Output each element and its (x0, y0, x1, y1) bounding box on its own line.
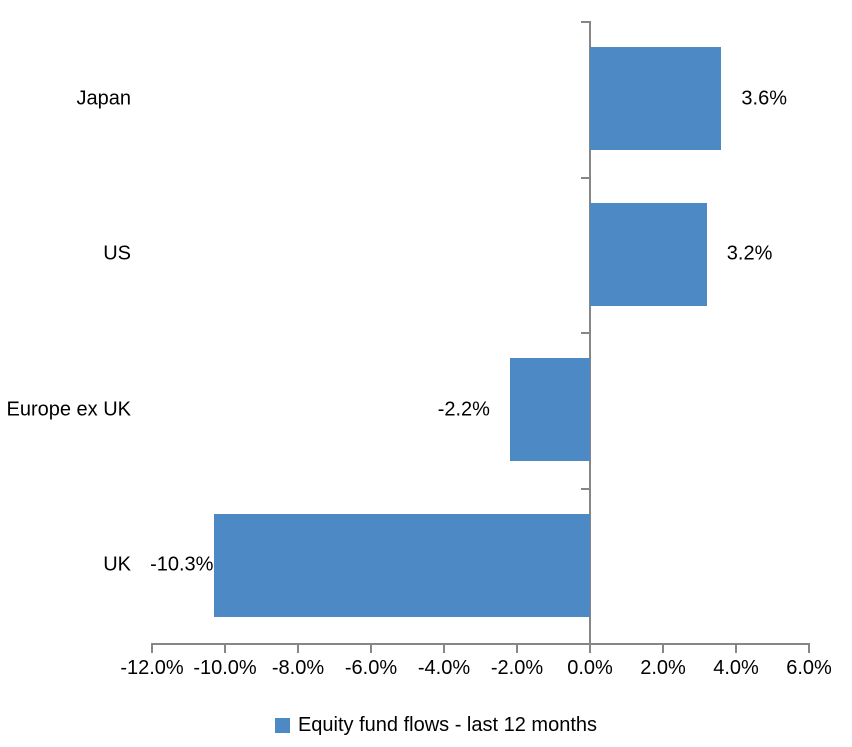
category-label-us: US (103, 242, 131, 265)
category-label-europe-ex-uk: Europe ex UK (6, 398, 131, 421)
category-axis: Japan US Europe ex UK UK (0, 21, 131, 643)
plot-area: 3.6% 3.2% -2.2% -10.3% (150, 21, 810, 653)
data-label-us: 3.2% (726, 242, 773, 265)
x-tick-label: 6.0% (786, 657, 832, 679)
x-axis-tick (735, 643, 737, 653)
legend-label: Equity fund flows - last 12 months (297, 714, 598, 736)
x-axis-tick (662, 643, 664, 653)
x-tick-label: 4.0% (713, 657, 759, 679)
x-tick-label: 0.0% (567, 657, 613, 679)
category-axis-tick (581, 332, 589, 334)
x-tick-label: -6.0% (344, 657, 398, 679)
x-axis-tick (297, 643, 299, 653)
bar-uk (214, 514, 590, 617)
x-axis-tick (443, 643, 445, 653)
x-tick-label: -10.0% (193, 657, 257, 679)
x-tick-label: -4.0% (417, 657, 471, 679)
value-axis-tick-labels: -12.0% -10.0% -8.0% -6.0% -4.0% -2.0% 0.0% 2.0%… (120, 657, 831, 683)
bar-japan (590, 47, 722, 150)
bar-europe-ex-uk (509, 358, 590, 461)
legend: Equity fund flows - last 12 months (0, 712, 852, 738)
data-label-uk: -10.3% (150, 553, 214, 576)
category-axis-tick (581, 177, 589, 179)
category-axis-tick (581, 643, 589, 645)
x-axis-tick (151, 643, 153, 653)
category-axis-tick (581, 488, 589, 490)
data-label-europe-ex-uk: -2.2% (437, 398, 490, 421)
x-axis-tick (808, 643, 810, 653)
x-tick-label: -2.0% (490, 657, 544, 679)
x-axis-tick (370, 643, 372, 653)
zero-axis-line (589, 21, 591, 643)
legend-swatch-icon (274, 717, 290, 733)
x-tick-label: -8.0% (271, 657, 325, 679)
bar-us (590, 203, 707, 306)
category-axis-tick (581, 21, 589, 23)
x-axis-line (152, 643, 809, 645)
category-label-uk: UK (103, 553, 131, 576)
x-axis-tick (224, 643, 226, 653)
data-label-japan: 3.6% (741, 87, 787, 110)
x-tick-label: -12.0% (120, 657, 184, 679)
x-axis-tick (589, 643, 591, 653)
category-label-japan: Japan (76, 87, 132, 110)
x-axis-tick (516, 643, 518, 653)
x-tick-label: 2.0% (640, 657, 686, 679)
